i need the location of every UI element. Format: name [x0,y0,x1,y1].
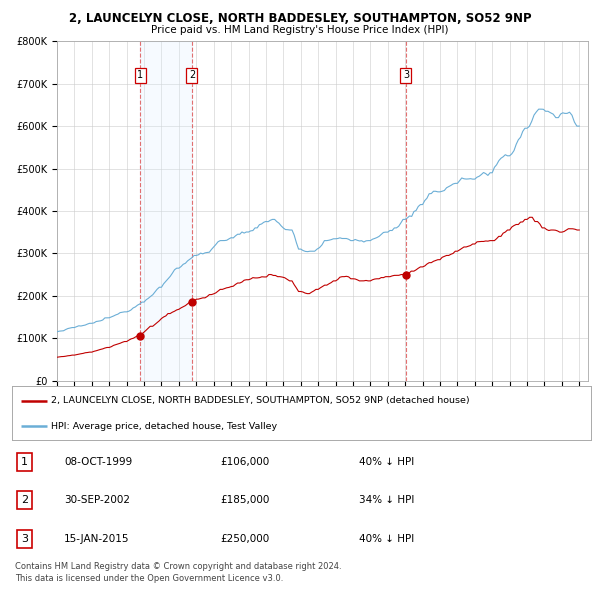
Text: 40% ↓ HPI: 40% ↓ HPI [359,534,415,543]
Text: Contains HM Land Registry data © Crown copyright and database right 2024.
This d: Contains HM Land Registry data © Crown c… [15,562,341,583]
Text: 34% ↓ HPI: 34% ↓ HPI [359,496,415,505]
Text: 40% ↓ HPI: 40% ↓ HPI [359,457,415,467]
Text: HPI: Average price, detached house, Test Valley: HPI: Average price, detached house, Test… [52,422,277,431]
Text: 2: 2 [189,70,195,80]
Text: 1: 1 [137,70,143,80]
Text: £250,000: £250,000 [220,534,269,543]
Text: £106,000: £106,000 [220,457,269,467]
Text: 2, LAUNCELYN CLOSE, NORTH BADDESLEY, SOUTHAMPTON, SO52 9NP: 2, LAUNCELYN CLOSE, NORTH BADDESLEY, SOU… [68,12,532,25]
Text: 1: 1 [21,457,28,467]
Text: 30-SEP-2002: 30-SEP-2002 [64,496,130,505]
Text: 2: 2 [21,496,28,505]
Text: 3: 3 [403,70,409,80]
Text: 3: 3 [21,534,28,543]
Text: 08-OCT-1999: 08-OCT-1999 [64,457,133,467]
Text: £185,000: £185,000 [220,496,270,505]
Text: 2, LAUNCELYN CLOSE, NORTH BADDESLEY, SOUTHAMPTON, SO52 9NP (detached house): 2, LAUNCELYN CLOSE, NORTH BADDESLEY, SOU… [52,396,470,405]
Text: 15-JAN-2015: 15-JAN-2015 [64,534,130,543]
Bar [140,41,192,381]
Text: Price paid vs. HM Land Registry's House Price Index (HPI): Price paid vs. HM Land Registry's House … [151,25,449,35]
